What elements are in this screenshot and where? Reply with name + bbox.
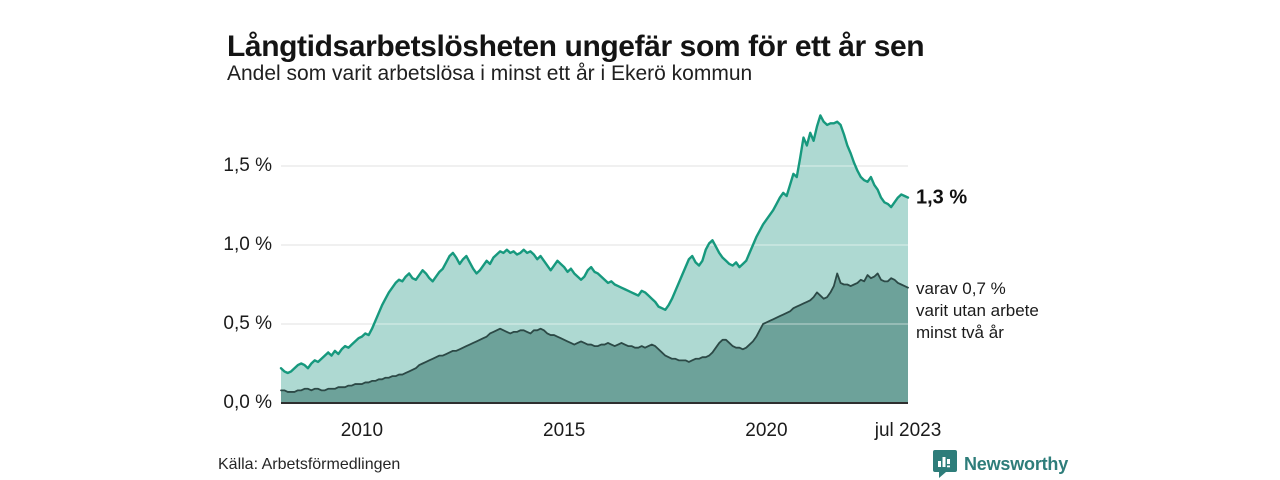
newsworthy-logo: Newsworthy <box>933 448 1068 480</box>
annotation-subset-line: varit utan arbete <box>916 300 1039 320</box>
y-tick-label: 0,0 % <box>223 392 272 413</box>
area-chart <box>279 114 910 404</box>
x-tick-label: 2010 <box>340 420 384 441</box>
page-title: Långtidsarbetslösheten ungefär som för e… <box>227 30 925 64</box>
y-tick-label: 1,5 % <box>223 155 272 176</box>
area-series-two-years-fill <box>281 273 908 403</box>
area-series-total-fill <box>281 115 908 403</box>
x-tick-label: jul 2023 <box>874 420 942 441</box>
gridlines-overlay <box>281 165 908 325</box>
source-text: Källa: Arbetsförmedlingen <box>218 456 401 473</box>
annotation-subset-text: varav 0,7 % varit utan arbete minst två … <box>916 278 1039 344</box>
annotation-total-value: 1,3 % <box>916 186 968 209</box>
line-series-total <box>279 114 910 375</box>
y-tick-label: 1,0 % <box>223 234 272 255</box>
page-subtitle: Andel som varit arbetslösa i minst ett å… <box>227 62 753 85</box>
x-tick-label: 2020 <box>745 420 788 441</box>
y-tick-label: 0,5 % <box>223 313 272 334</box>
annotation-subset-line: varav 0,7 % <box>916 278 1006 298</box>
annotation-subset-line: minst två år <box>916 322 1004 342</box>
x-tick-label: 2015 <box>543 420 586 441</box>
newsworthy-wordmark: Newsworthy <box>964 453 1069 474</box>
bar-chart-speech-bubble-icon <box>933 449 957 479</box>
line-series-two-years <box>280 272 909 393</box>
